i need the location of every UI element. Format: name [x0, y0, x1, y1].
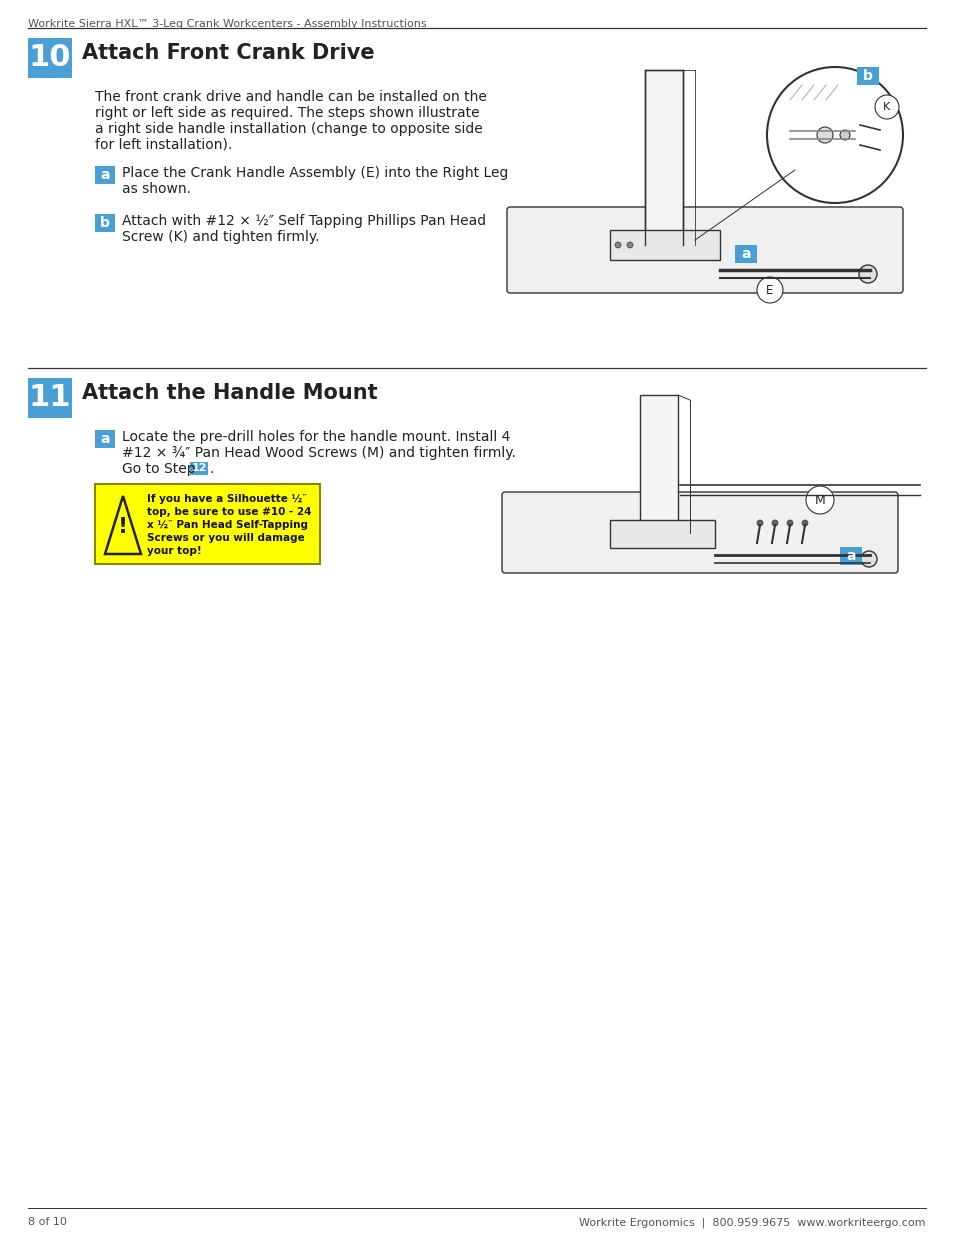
Text: b: b	[100, 216, 110, 230]
Text: a: a	[740, 247, 750, 261]
FancyBboxPatch shape	[501, 492, 897, 573]
Circle shape	[801, 520, 807, 526]
Text: 11: 11	[29, 384, 71, 412]
Text: Place the Crank Handle Assembly (E) into the Right Leg: Place the Crank Handle Assembly (E) into…	[122, 165, 508, 180]
Text: Attach the Handle Mount: Attach the Handle Mount	[82, 383, 377, 403]
Text: Workrite Ergonomics  |  800.959.9675  www.workriteergo.com: Workrite Ergonomics | 800.959.9675 www.w…	[578, 1216, 925, 1228]
FancyBboxPatch shape	[95, 165, 115, 184]
Circle shape	[805, 487, 833, 514]
Text: Workrite Sierra HXL™ 3-Leg Crank Workcenters - Assembly Instructions: Workrite Sierra HXL™ 3-Leg Crank Workcen…	[28, 19, 426, 28]
Circle shape	[757, 520, 762, 526]
Polygon shape	[644, 70, 682, 245]
Circle shape	[615, 242, 620, 248]
Text: !: !	[118, 517, 128, 537]
Circle shape	[858, 266, 876, 283]
FancyBboxPatch shape	[609, 230, 720, 261]
FancyBboxPatch shape	[95, 484, 319, 564]
Text: Go to Step: Go to Step	[122, 462, 200, 475]
Text: M: M	[814, 494, 824, 506]
Circle shape	[861, 551, 876, 567]
Polygon shape	[639, 395, 678, 534]
Circle shape	[816, 127, 832, 143]
Text: x ½″ Pan Head Self-Tapping: x ½″ Pan Head Self-Tapping	[147, 520, 308, 530]
FancyBboxPatch shape	[609, 520, 714, 548]
Text: a: a	[845, 550, 855, 563]
Circle shape	[786, 520, 792, 526]
FancyBboxPatch shape	[506, 207, 902, 293]
Text: .: .	[210, 462, 214, 475]
Circle shape	[766, 67, 902, 203]
FancyBboxPatch shape	[734, 245, 757, 263]
Text: K: K	[882, 103, 890, 112]
Circle shape	[771, 520, 778, 526]
Text: for left installation).: for left installation).	[95, 138, 232, 152]
Text: Attach Front Crank Drive: Attach Front Crank Drive	[82, 43, 375, 63]
Text: #12 × ¾″ Pan Head Wood Screws (M) and tighten firmly.: #12 × ¾″ Pan Head Wood Screws (M) and ti…	[122, 446, 516, 459]
Text: a: a	[100, 168, 110, 182]
FancyBboxPatch shape	[28, 378, 71, 417]
Text: b: b	[862, 69, 872, 83]
Polygon shape	[105, 496, 141, 555]
Text: a: a	[100, 432, 110, 446]
Circle shape	[874, 95, 898, 119]
Text: Screws or you will damage: Screws or you will damage	[147, 534, 304, 543]
FancyBboxPatch shape	[95, 430, 115, 448]
Text: a right side handle installation (change to opposite side: a right side handle installation (change…	[95, 122, 482, 136]
Text: right or left side as required. The steps shown illustrate: right or left side as required. The step…	[95, 106, 479, 120]
Text: The front crank drive and handle can be installed on the: The front crank drive and handle can be …	[95, 90, 486, 104]
Text: If you have a Silhouette ½″: If you have a Silhouette ½″	[147, 494, 307, 504]
FancyBboxPatch shape	[190, 462, 208, 475]
Text: 12: 12	[191, 463, 207, 473]
Text: Attach with #12 × ½″ Self Tapping Phillips Pan Head: Attach with #12 × ½″ Self Tapping Philli…	[122, 214, 486, 228]
Text: E: E	[765, 284, 773, 296]
Circle shape	[757, 277, 782, 303]
FancyBboxPatch shape	[840, 547, 862, 564]
Text: top, be sure to use #10 - 24: top, be sure to use #10 - 24	[147, 508, 312, 517]
Text: your top!: your top!	[147, 546, 201, 556]
Text: 10: 10	[29, 43, 71, 73]
Text: Screw (K) and tighten firmly.: Screw (K) and tighten firmly.	[122, 230, 319, 245]
FancyBboxPatch shape	[856, 67, 878, 85]
Circle shape	[840, 130, 849, 140]
Circle shape	[626, 242, 633, 248]
FancyBboxPatch shape	[28, 38, 71, 78]
FancyBboxPatch shape	[95, 214, 115, 232]
Text: as shown.: as shown.	[122, 182, 191, 196]
Text: 8 of 10: 8 of 10	[28, 1216, 67, 1228]
Text: Locate the pre-drill holes for the handle mount. Install 4: Locate the pre-drill holes for the handl…	[122, 430, 510, 445]
